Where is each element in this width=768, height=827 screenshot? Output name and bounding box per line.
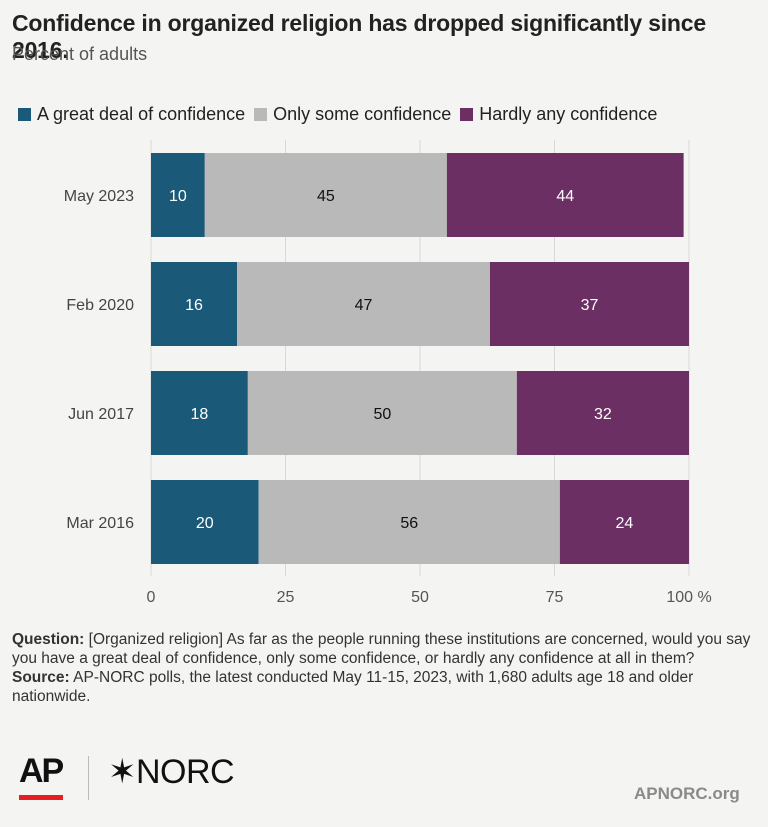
ap-logo: AP [19,752,64,790]
data-label: 18 [191,406,209,423]
data-label: 16 [185,297,203,314]
chart-footnote: Question: [Organized religion] As far as… [12,630,756,706]
bar-segment [151,480,259,564]
chart-title: Confidence in organized religion has dro… [12,10,706,63]
ap-logo-underline [19,795,63,800]
bar-segment [559,480,689,564]
data-label: 37 [581,297,599,314]
question-text: [Organized religion] As far as the peopl… [12,631,751,667]
data-label: 20 [196,515,214,532]
source-text: AP-NORC polls, the latest conducted May … [12,669,694,705]
data-label: 50 [373,406,391,423]
data-label: 10 [169,188,187,205]
bar-segment [247,371,517,455]
norc-star-icon: ✶ [108,753,137,791]
x-tick-label: 75 [546,589,564,606]
bar-segment [489,262,689,346]
category-label: Feb 2020 [66,297,134,314]
category-label: Jun 2017 [68,406,134,423]
legend-item-hardly-any: Hardly any confidence [460,104,657,125]
logo-divider [88,756,89,800]
bar-segment [151,371,248,455]
x-tick-label: 0 [147,589,156,606]
chart-subtitle: Percent of adults [12,44,148,64]
data-label: 44 [556,188,574,205]
legend-swatch-only-some [254,108,268,121]
data-label: 32 [594,406,612,423]
legend-swatch-hardly-any [460,108,474,121]
bar-segment [204,153,447,237]
stacked-bar-chart: May 2023 10 45 44 Feb 2020 16 47 37 Jun 2017 18 50… [64,140,712,606]
x-tick-label: 50 [411,589,429,606]
data-label: 45 [317,188,335,205]
category-label: May 2023 [64,188,134,205]
data-label: 47 [355,297,373,314]
bar-segment [151,262,238,346]
bar-segment [151,153,205,237]
question-label: Question: [12,631,85,648]
chart-legend: A great deal of confidence Only some con… [18,104,666,125]
legend-swatch-great-deal [18,108,31,121]
x-tick-label: 25 [277,589,295,606]
legend-item-great-deal: A great deal of confidence [18,104,245,125]
bar-segment [446,153,684,237]
norc-logo-text: NORC [136,753,235,791]
bar-segment [258,480,560,564]
bar-segment [237,262,490,346]
data-label: 24 [616,515,634,532]
legend-label-great-deal: A great deal of confidence [37,104,246,124]
category-label: Mar 2016 [66,515,134,532]
legend-item-only-some: Only some confidence [254,104,451,125]
x-tick-label: 100 % [666,589,711,606]
data-label: 56 [400,515,418,532]
legend-label-only-some: Only some confidence [273,104,452,124]
bar-segment [516,371,689,455]
source-label: Source: [12,669,70,686]
norc-logo: ✶NORC [108,752,235,792]
site-url[interactable]: APNORC.org [634,784,740,803]
legend-label-hardly-any: Hardly any confidence [479,104,658,124]
